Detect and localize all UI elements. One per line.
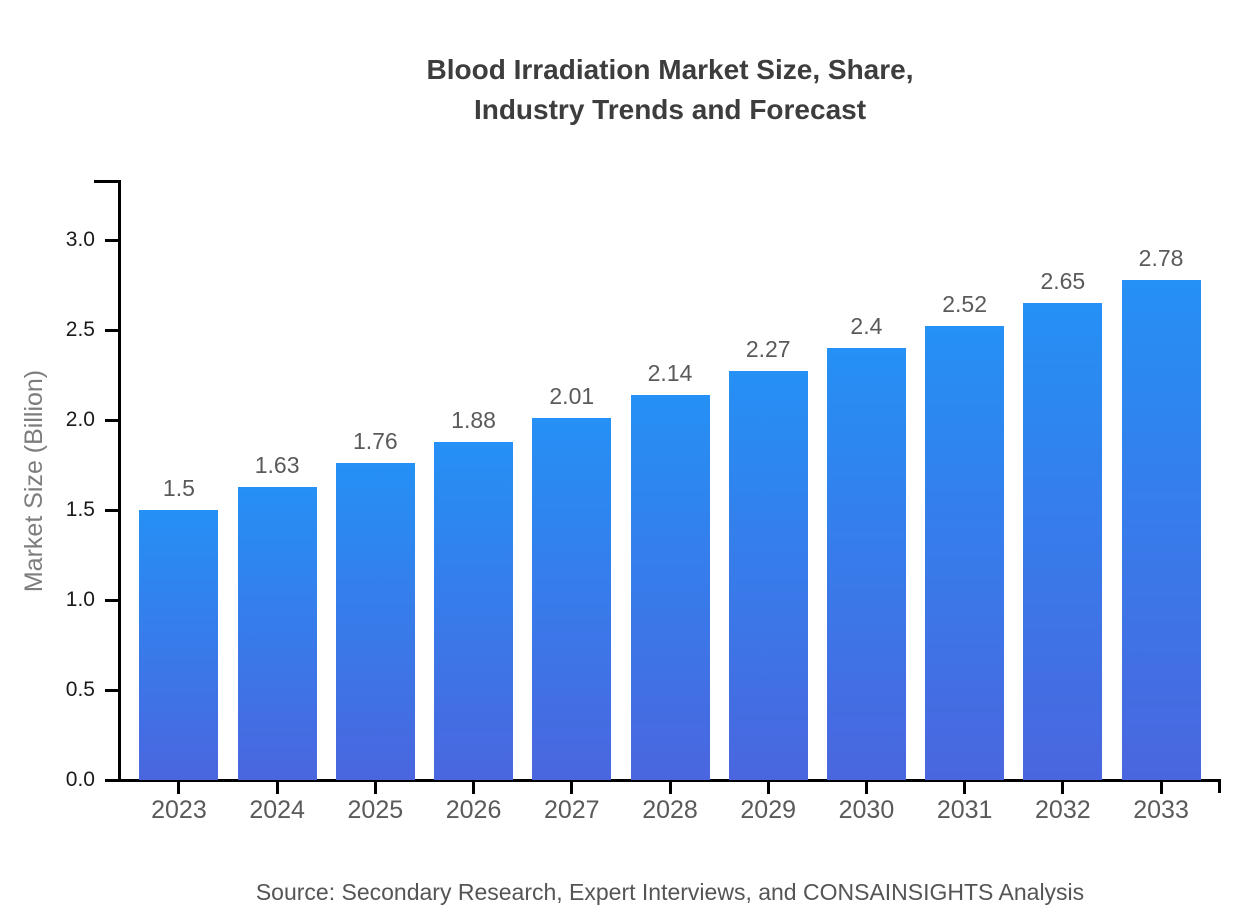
x-tick-label: 2032 [1035, 796, 1091, 824]
bar [1121, 279, 1201, 780]
x-tick-mark [177, 782, 181, 794]
y-tick-label: 0.0 [65, 768, 95, 791]
y-tick-mark [105, 778, 118, 782]
x-tick-label: 2028 [642, 796, 698, 824]
x-tick-mark [963, 782, 967, 794]
bar-value-label: 1.88 [451, 406, 496, 433]
x-tick-label: 2033 [1133, 796, 1189, 824]
bar [434, 441, 514, 780]
bar-value-label: 2.78 [1138, 244, 1184, 271]
bar-value-label: 1.5 [162, 475, 195, 501]
y-tick-mark [105, 418, 118, 422]
bar [335, 463, 415, 780]
bar [826, 348, 906, 780]
x-axis-end-cap [1218, 779, 1221, 793]
y-axis-end-cap [94, 180, 121, 183]
y-tick-label: 2.0 [65, 408, 95, 431]
x-tick-mark [373, 782, 377, 794]
y-tick-mark [105, 598, 118, 602]
bar [237, 486, 317, 780]
bar [1023, 303, 1103, 780]
bar-value-label: 2.65 [1040, 268, 1086, 294]
y-tick-mark [105, 328, 118, 332]
bar [532, 418, 612, 780]
x-tick-mark [668, 782, 672, 794]
chart-title: Blood Irradiation Market Size, Share, In… [426, 54, 914, 125]
x-tick-mark [472, 782, 476, 794]
x-tick-label: 2025 [347, 796, 404, 824]
x-tick-mark [766, 782, 770, 794]
x-tick-mark [570, 782, 574, 794]
x-tick-label: 2029 [740, 796, 797, 824]
x-tick-label: 2031 [936, 796, 993, 824]
x-tick-label: 2026 [445, 796, 502, 824]
bar-value-label: 2.01 [549, 383, 595, 410]
x-tick-mark [1159, 782, 1163, 794]
bar-value-label: 2.52 [942, 291, 988, 318]
source-note: Source: Secondary Research, Expert Inter… [255, 879, 1085, 905]
y-tick-mark [105, 508, 118, 512]
x-tick-label: 2030 [838, 796, 895, 824]
bar-value-label: 2.4 [850, 313, 883, 339]
x-tick-mark [1061, 782, 1065, 794]
y-tick-label: 1.5 [65, 498, 95, 521]
y-tick-label: 0.5 [65, 678, 95, 701]
bar-value-label: 1.63 [254, 451, 300, 478]
bar-value-label: 2.27 [745, 336, 791, 363]
y-tick-label: 1.0 [65, 588, 95, 611]
y-tick-mark [105, 238, 118, 242]
y-tick-label: 3.0 [65, 228, 95, 251]
bar [630, 394, 710, 780]
y-tick-mark [105, 688, 118, 692]
x-axis-spine [118, 779, 1221, 782]
x-tick-label: 2027 [543, 796, 600, 824]
bar-value-label: 1.76 [352, 428, 398, 455]
bar [925, 326, 1005, 780]
x-tick-label: 2024 [249, 796, 305, 824]
bar [139, 510, 219, 780]
x-tick-mark [275, 782, 279, 794]
bar [728, 371, 808, 780]
x-tick-mark [864, 782, 868, 794]
y-tick-label: 2.5 [65, 318, 95, 341]
bar-value-label: 2.14 [647, 359, 693, 386]
y-axis-spine [118, 180, 121, 782]
x-tick-label: 2023 [151, 796, 207, 824]
